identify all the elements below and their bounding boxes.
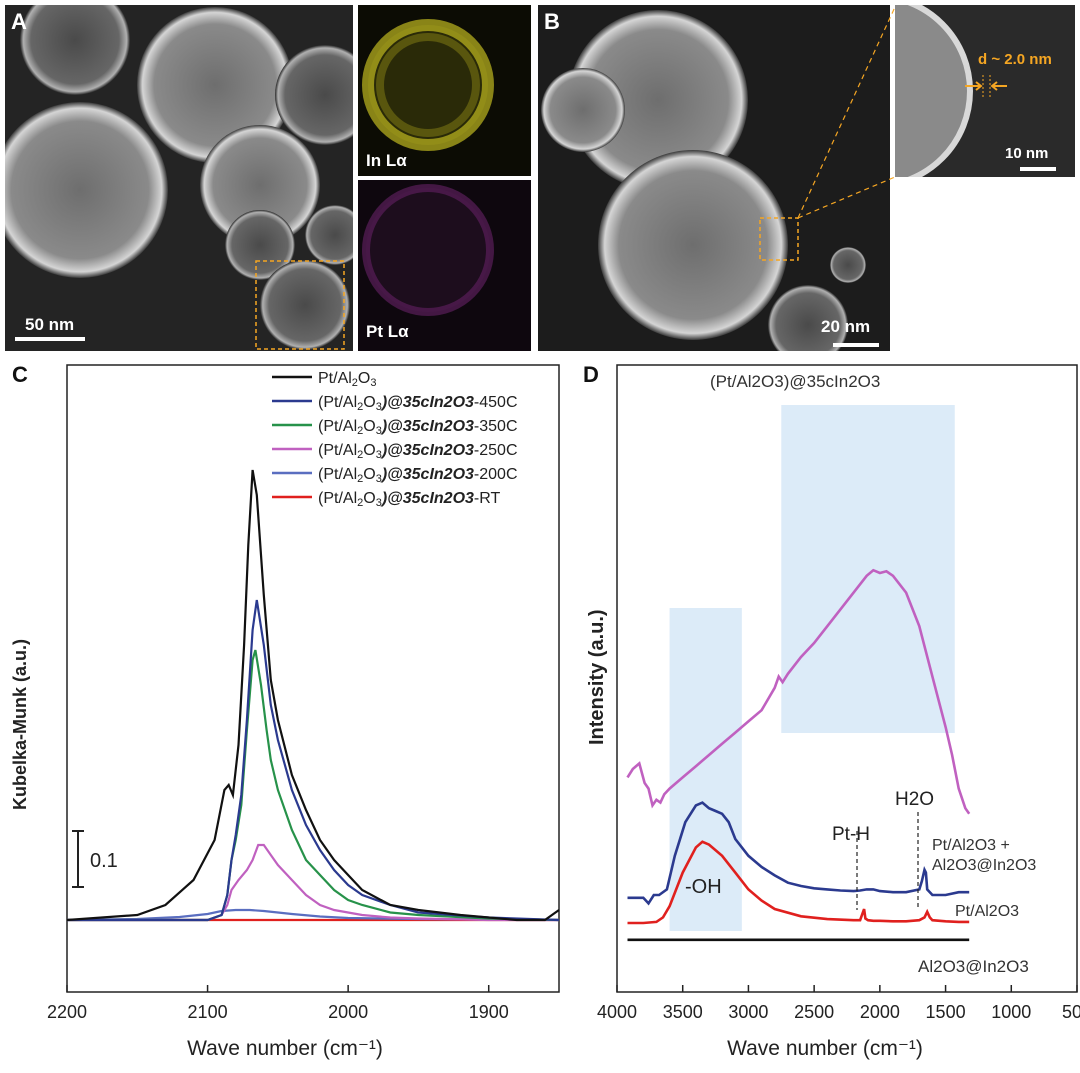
sphere bbox=[260, 260, 350, 350]
inset-micrograph bbox=[895, 5, 1007, 177]
sphere bbox=[830, 247, 866, 283]
oh-annotation: -OH bbox=[685, 876, 722, 898]
series-line-0 bbox=[66, 469, 560, 922]
sphere bbox=[20, 5, 130, 95]
indium-map-graphic bbox=[362, 19, 494, 151]
x-tick-label: 3000 bbox=[728, 1002, 768, 1022]
series-line-2 bbox=[627, 840, 970, 925]
reference-scale-label: 0.1 bbox=[90, 850, 118, 872]
sphere bbox=[225, 210, 295, 280]
x-tick-label: 1000 bbox=[991, 1002, 1031, 1022]
mix-label-line2: Al2O3@In2O3 bbox=[932, 857, 1036, 874]
x-tick-label: 1500 bbox=[926, 1002, 966, 1022]
x-tick-label: 3500 bbox=[663, 1002, 703, 1022]
sphere bbox=[137, 7, 293, 163]
series-line-1 bbox=[627, 801, 970, 906]
h2o-annotation: H2O bbox=[895, 789, 934, 810]
y-axis-label: Intensity (a.u.) bbox=[586, 609, 608, 745]
sphere bbox=[275, 45, 353, 145]
legend-entry: (Pt/Al2O3)@35cIn2O3-250C bbox=[318, 442, 518, 461]
panel-b-micrograph bbox=[538, 5, 890, 351]
zoom-region-box bbox=[255, 260, 345, 350]
x-tick-label: 2200 bbox=[47, 1002, 87, 1022]
series-line-1 bbox=[67, 599, 560, 922]
panel-b-stem-image: B 20 nm bbox=[538, 5, 890, 351]
legend-entry: (Pt/Al2O3)@35cIn2O3-200C bbox=[318, 466, 518, 485]
series-line-3 bbox=[67, 843, 559, 922]
ptal-label: Pt/Al2O3 bbox=[955, 903, 1019, 920]
highlight-band-broad bbox=[781, 405, 955, 733]
scale-label-a: 50 nm bbox=[25, 315, 75, 334]
in-map-label: In Lα bbox=[366, 151, 407, 170]
sphere bbox=[598, 150, 788, 340]
sphere bbox=[5, 102, 168, 278]
panel-a-micrograph bbox=[5, 5, 353, 351]
sphere bbox=[305, 205, 353, 265]
x-tick-label: 2100 bbox=[188, 1002, 228, 1022]
scale-bar-a bbox=[15, 337, 85, 341]
legend-entry: Pt/Al2O3 bbox=[318, 370, 377, 389]
scale-label-b: 20 nm bbox=[821, 317, 871, 336]
eds-map-indium: In Lα bbox=[358, 5, 531, 176]
eds-map-platinum: Pt Lα bbox=[358, 180, 531, 351]
series-line-2 bbox=[67, 649, 560, 922]
sphere bbox=[568, 10, 748, 190]
x-tick-label: 500 bbox=[1062, 1002, 1080, 1022]
panel-c-ir-chart: 2200 2100 2000 1900 Pt/Al2O3 (Pt/Al2O3)@35cI… bbox=[10, 364, 560, 1060]
mix-label-line1: Pt/Al2O3 + bbox=[932, 837, 1010, 854]
x-tick-label: 2000 bbox=[328, 1002, 368, 1022]
x-tick-label: 4000 bbox=[597, 1002, 637, 1022]
sphere bbox=[200, 125, 320, 245]
plot-frame bbox=[616, 364, 1078, 993]
panel-label-b: B bbox=[544, 9, 560, 34]
panel-d-raman-chart: 4000 3500 3000 2500 2000 1500 1000 500 (Pt/Al2O… bbox=[586, 364, 1080, 1060]
platinum-map-graphic bbox=[362, 184, 494, 316]
zoom-region-box bbox=[759, 217, 799, 261]
alin-label: Al2O3@In2O3 bbox=[918, 957, 1029, 976]
plot-frame bbox=[66, 364, 560, 993]
x-tick-label: 1900 bbox=[469, 1002, 509, 1022]
scale-bar-inset bbox=[1020, 167, 1056, 171]
x-axis-label: Wave number (cm⁻¹) bbox=[187, 1037, 383, 1060]
x-tick-label: 2000 bbox=[860, 1002, 900, 1022]
panel-label-d: D bbox=[583, 362, 599, 387]
panel-b-inset: d ~ 2.0 nm 10 nm bbox=[895, 5, 1075, 177]
x-axis-label: Wave number (cm⁻¹) bbox=[727, 1037, 923, 1060]
particle-size-label: d ~ 2.0 nm bbox=[978, 51, 1052, 68]
panel-a-stem-image: A 50 nm bbox=[5, 5, 353, 351]
zoom-connector-lines bbox=[797, 6, 896, 219]
spectrum-title: (Pt/Al2O3)@35cIn2O3 bbox=[710, 372, 880, 391]
legend-entry: (Pt/Al2O3)@35cIn2O3-450C bbox=[318, 394, 518, 413]
sphere bbox=[768, 285, 848, 351]
y-axis-label: Kubelka-Munk (a.u.) bbox=[10, 639, 30, 810]
panel-label-c: C bbox=[12, 362, 28, 387]
sphere bbox=[541, 68, 625, 152]
x-tick-label: 2500 bbox=[794, 1002, 834, 1022]
series-line-0 bbox=[626, 568, 971, 815]
legend-entry: (Pt/Al2O3)@35cIn2O3-RT bbox=[318, 490, 501, 509]
scale-bar-b bbox=[833, 343, 879, 347]
panel-label-a: A bbox=[11, 9, 27, 34]
legend-entry: (Pt/Al2O3)@35cIn2O3-350C bbox=[318, 418, 518, 437]
pt-h-annotation: Pt-H bbox=[832, 824, 870, 845]
pt-map-label: Pt Lα bbox=[366, 322, 409, 341]
scale-label-inset: 10 nm bbox=[1005, 145, 1049, 162]
